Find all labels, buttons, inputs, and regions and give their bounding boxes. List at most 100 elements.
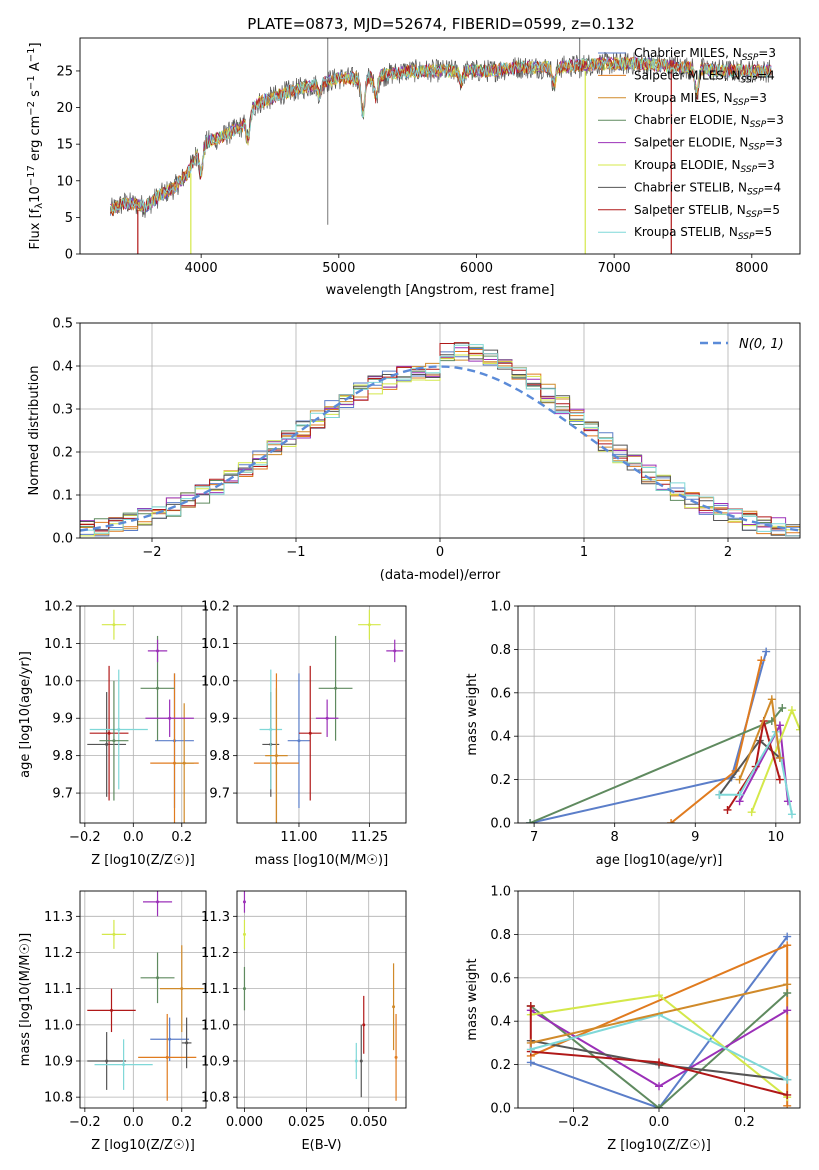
weight-line-8 xyxy=(719,729,793,815)
y-tick-label: 0.2 xyxy=(490,773,511,788)
weight-marker xyxy=(783,1006,792,1015)
y-tick-label: 0.8 xyxy=(490,643,511,658)
weight-marker xyxy=(735,790,744,799)
weight-marker xyxy=(655,1082,663,1091)
spectrum-line-8 xyxy=(110,56,772,214)
data-point xyxy=(168,716,172,720)
legend-entry: Chabrier ELODIE, NSSP=3 xyxy=(634,113,784,130)
weight-marker xyxy=(783,932,792,941)
x-tick-label: 2 xyxy=(724,545,732,560)
legend-entry: N(0, 1) xyxy=(739,337,784,352)
y-tick-label: 0.0 xyxy=(490,817,511,832)
data-point xyxy=(156,649,160,653)
y-tick-label: 0.4 xyxy=(52,360,73,375)
legend-entry: Chabrier STELIB, NSSP=4 xyxy=(634,180,781,197)
weight-marker xyxy=(775,753,784,762)
weight-marker xyxy=(775,775,784,784)
data-point xyxy=(308,731,312,735)
y-tick-label: 9.8 xyxy=(209,749,230,764)
weight-marker xyxy=(526,1038,535,1047)
weight-line-7 xyxy=(529,1006,788,1096)
x-tick-label: 6000 xyxy=(460,261,493,276)
data-point xyxy=(110,1008,113,1012)
data-point xyxy=(185,1041,189,1045)
data-point xyxy=(242,900,246,904)
y-tick-label: 25 xyxy=(56,64,73,79)
data-point xyxy=(168,1037,172,1041)
y-tick-label: 0.5 xyxy=(52,317,73,332)
data-point xyxy=(122,1063,126,1067)
weight-marker xyxy=(526,819,535,823)
weight-marker xyxy=(767,695,776,704)
data-point xyxy=(165,1055,169,1059)
data-point xyxy=(180,987,184,991)
panel-age-vs-mass: 11.00 11.25 9.7 9.8 9.9 10.0 10.1 10.2 mass [log… xyxy=(201,600,407,868)
weight-marker xyxy=(778,703,787,712)
y-tick-label: 10.1 xyxy=(44,637,73,652)
data-point xyxy=(105,742,109,746)
y-tick-label: 9.9 xyxy=(52,712,73,727)
weight-marker xyxy=(783,1101,792,1108)
y-tick-label: 0.2 xyxy=(52,446,73,461)
x-tick-label: 0.050 xyxy=(350,1115,387,1130)
data-point xyxy=(242,932,246,936)
y-tick-label: 0.1 xyxy=(52,489,73,504)
plot-area xyxy=(109,38,772,254)
axes-frame xyxy=(517,890,801,1109)
y-tick-label: 5 xyxy=(65,211,73,226)
y-tick-label: 11.1 xyxy=(44,982,73,997)
data-point xyxy=(112,623,116,627)
data-point xyxy=(367,623,371,627)
weight-line-1 xyxy=(670,660,763,823)
x-tick-label: 0.0 xyxy=(123,830,144,845)
y-tick-label: 0.2 xyxy=(490,1058,511,1073)
weight-marker xyxy=(783,1075,792,1084)
x-axis-label: (data-model)/error xyxy=(380,568,501,583)
weight-marker xyxy=(655,991,663,1000)
axes-frame xyxy=(79,322,801,539)
y-tick-label: 15 xyxy=(56,138,73,153)
weight-marker xyxy=(783,980,792,989)
data-point xyxy=(156,976,160,980)
y-tick-label: 1.0 xyxy=(490,885,511,900)
weight-marker xyxy=(735,775,744,784)
data-point xyxy=(325,716,329,720)
data-point xyxy=(112,739,116,743)
data-point xyxy=(112,932,116,936)
data-point xyxy=(393,649,397,653)
y-tick-label: 10.1 xyxy=(201,637,230,652)
weight-line-2 xyxy=(530,983,788,1044)
weight-marker xyxy=(783,988,792,997)
weight-marker xyxy=(783,1090,792,1099)
y-tick-label: 10.9 xyxy=(201,1054,230,1069)
y-tick-label: 10.2 xyxy=(201,600,230,615)
spectrum-line-2 xyxy=(109,56,772,215)
x-axis-label: age [log10(age/yr)] xyxy=(596,853,723,868)
x-tick-label: 7000 xyxy=(598,261,631,276)
y-tick-label: 0.0 xyxy=(52,532,73,547)
x-tick-label: 11.00 xyxy=(280,830,317,845)
histogram-8 xyxy=(80,344,800,537)
y-tick-label: 10.8 xyxy=(44,1091,73,1106)
axes-frame xyxy=(79,605,207,824)
legend-entry: Salpeter ELODIE, NSSP=3 xyxy=(634,136,783,153)
x-tick-label: 0 xyxy=(436,545,444,560)
y-tick-label: 10.9 xyxy=(44,1054,73,1069)
weight-line-7 xyxy=(726,720,781,811)
gaussian-curve xyxy=(80,365,800,532)
data-point xyxy=(269,727,273,731)
plot-area xyxy=(526,647,800,823)
panel-mass-vs-EBV: 0.000 0.025 0.050 10.8 10.9 11.0 11.1 11.2 11.3 E… xyxy=(201,890,407,1153)
axes-frame xyxy=(79,37,801,255)
x-axis-label: Z [log10(Z/Z☉)] xyxy=(607,1138,711,1153)
weight-marker xyxy=(762,647,771,656)
plot-area xyxy=(87,609,199,823)
x-tick-label: 0.0 xyxy=(649,1115,670,1130)
y-tick-label: 11.2 xyxy=(44,946,73,961)
x-axis-label: Z [log10(Z/Z☉)] xyxy=(91,1138,195,1153)
x-tick-label: −2 xyxy=(142,545,161,560)
data-point xyxy=(107,731,111,735)
weight-marker xyxy=(667,819,676,823)
x-tick-label: 0.2 xyxy=(734,1115,755,1130)
y-tick-label: 10.2 xyxy=(44,600,73,615)
